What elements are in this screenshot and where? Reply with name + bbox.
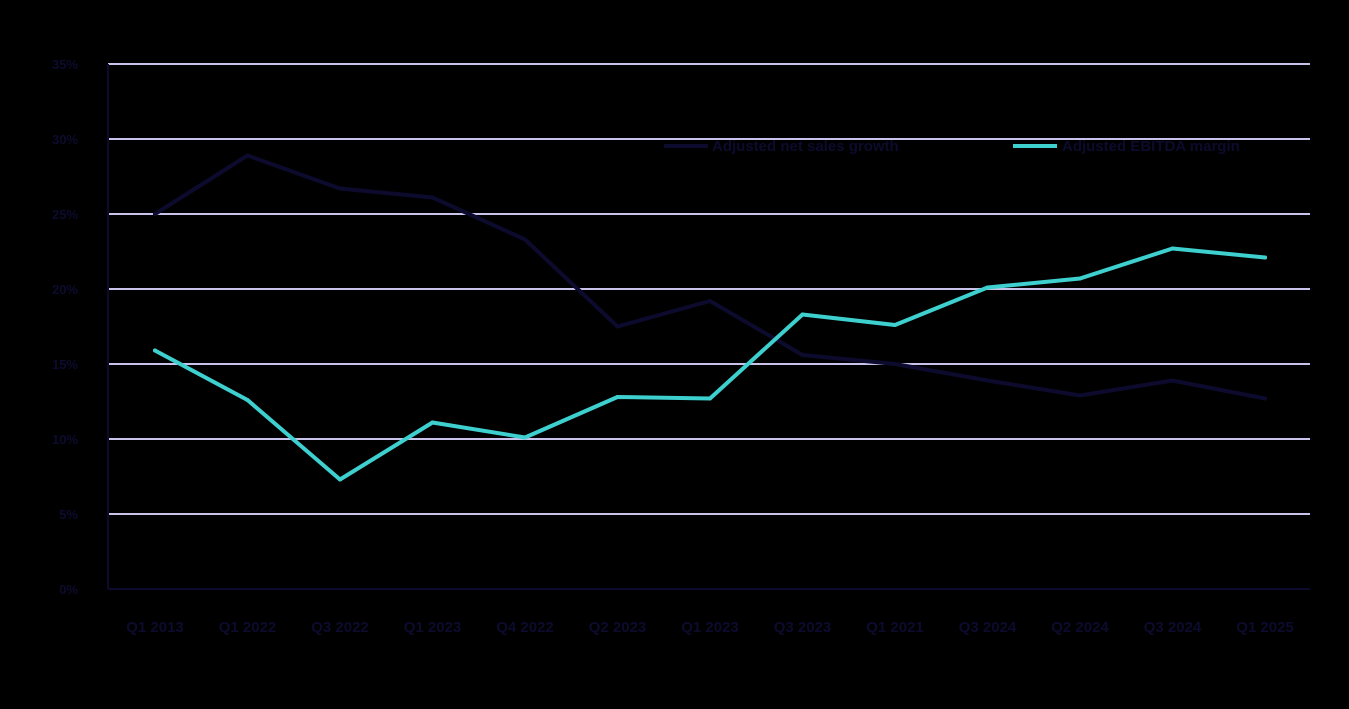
data-point [523,435,527,440]
data-point [708,299,712,303]
data-point [708,396,712,401]
legend-label: Adjusted net sales growth [712,138,899,155]
y-tick-label: 25% [52,207,78,222]
x-tick-label: Q3 2024 [1144,619,1202,636]
x-tick-label: Q2 2024 [1051,619,1109,636]
axes: 0% 5% 10% 15% 20% 25% 30% 35% Q1 2013 Q1 2022 Q3 2… [52,57,1310,636]
data-point [153,348,157,353]
data-point [1078,276,1082,281]
x-tick-label: Q3 2023 [774,619,832,636]
data-point [338,186,342,191]
x-tick-label: Q3 2022 [311,619,369,636]
data-point [893,323,897,327]
data-point [985,378,990,383]
legend: Adjusted net sales growth Adjusted EBITDA… [664,138,1240,155]
data-point [245,398,250,402]
data-point [800,353,805,357]
data-point [893,362,897,366]
x-tick-label: Q2 2023 [589,619,647,636]
x-tick-label: Q1 2021 [866,619,924,636]
data-point [523,237,527,242]
data-point [985,285,990,290]
data-point [800,312,805,317]
x-tick-label: Q1 2023 [404,619,462,636]
y-tick-label: 35% [52,57,78,72]
data-point [1263,255,1267,260]
data-point [430,420,435,425]
data-point [338,477,342,482]
data-point [1170,378,1175,383]
x-tick-label: Q1 2022 [219,619,277,636]
data-point [1078,393,1082,398]
data-point [615,395,620,399]
y-tick-label: 15% [52,357,78,372]
series [153,153,1267,482]
data-point [615,324,620,329]
y-tick-label: 30% [52,132,78,147]
data-point [245,153,250,158]
y-tick-label: 10% [52,432,78,447]
data-point [153,212,157,216]
x-tick-label: Q3 2024 [959,619,1017,636]
y-tick-label: 0% [59,582,78,597]
y-tick-label: 5% [59,507,78,522]
data-point [1263,396,1267,401]
legend-label: Adjusted EBITDA margin [1062,138,1240,155]
y-tick-label: 20% [52,282,78,297]
gridlines [108,63,1310,515]
x-tick-label: Q1 2013 [126,619,184,636]
x-tick-label: Q1 2023 [681,619,739,636]
data-point [430,195,435,200]
x-tick-label: Q4 2022 [496,619,554,636]
data-point [1170,246,1175,251]
x-tick-label: Q1 2025 [1236,619,1294,636]
